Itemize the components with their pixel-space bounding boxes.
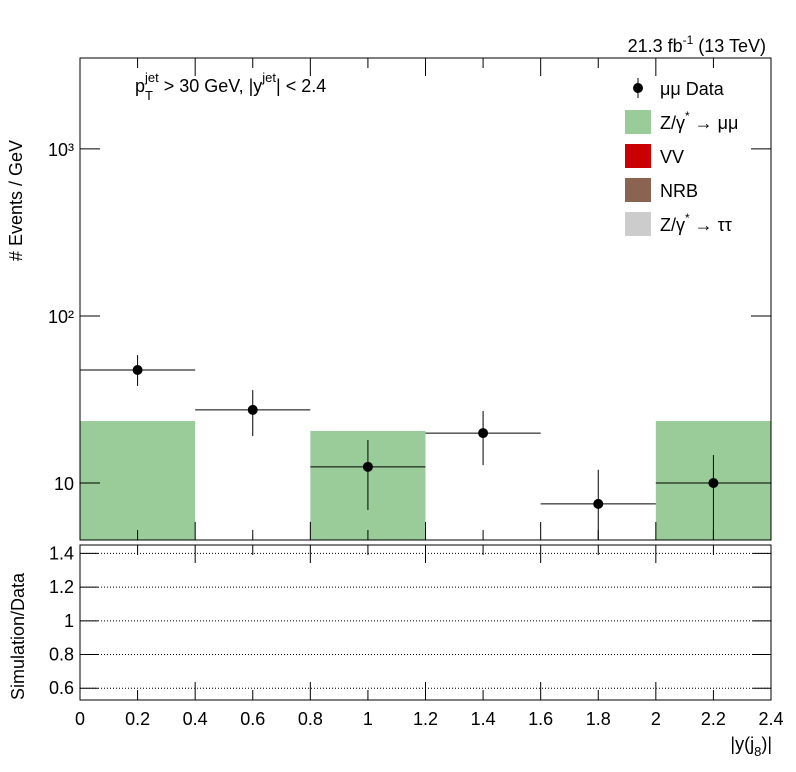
data-point bbox=[478, 428, 489, 439]
legend-label: μμ Data bbox=[660, 79, 725, 99]
legend-text: * bbox=[685, 211, 690, 225]
y-tick-label: 1.4 bbox=[49, 543, 74, 563]
legend-text: → ττ bbox=[690, 215, 732, 235]
x-tick-label: 1.4 bbox=[471, 709, 496, 729]
ann-sup: jet bbox=[144, 70, 159, 85]
y-tick-label: 10 bbox=[54, 474, 74, 494]
data-point bbox=[247, 404, 258, 415]
x-tick-label: 0 bbox=[75, 709, 85, 729]
xl-sub: 8 bbox=[754, 744, 761, 759]
y-tick-label: 10² bbox=[48, 307, 74, 327]
data-point bbox=[708, 478, 719, 489]
lumi-text: 21.3 fb bbox=[628, 36, 683, 56]
legend-label: NRB bbox=[660, 181, 698, 201]
x-tick-label: 0.6 bbox=[240, 709, 265, 729]
legend-swatch bbox=[625, 144, 651, 168]
x-tick-label: 0.8 bbox=[298, 709, 323, 729]
ann: | < 2.4 bbox=[276, 76, 326, 96]
ann-sup: jet bbox=[261, 70, 276, 85]
x-tick-label: 1.6 bbox=[528, 709, 553, 729]
legend-text: Z/γ bbox=[660, 113, 685, 133]
legend-text: VV bbox=[660, 147, 684, 167]
annotation: pTjet > 30 GeV, |yjet| < 2.4 bbox=[135, 70, 326, 103]
x-label: |y(j8)| bbox=[730, 734, 772, 759]
x-tick-label: 1.2 bbox=[413, 709, 438, 729]
x-tick-label: 1.8 bbox=[586, 709, 611, 729]
data-point bbox=[132, 364, 143, 375]
x-tick-label: 0.2 bbox=[125, 709, 150, 729]
ratio-y-label: Simulation/Data bbox=[8, 572, 28, 700]
x-tick-label: 2.2 bbox=[701, 709, 726, 729]
lumi: 21.3 fb-1 (13 TeV) bbox=[628, 33, 766, 56]
y-tick-label: 0.6 bbox=[49, 678, 74, 698]
legend-text: Z/γ bbox=[660, 215, 685, 235]
y-label: # Events / GeV bbox=[6, 140, 26, 261]
hist-bar bbox=[80, 421, 196, 540]
y-tick-label: 1.2 bbox=[49, 577, 74, 597]
legend-label: Z/γ* → ττ bbox=[660, 211, 732, 235]
legend-text: NRB bbox=[660, 181, 698, 201]
x-tick-label: 0.4 bbox=[183, 709, 208, 729]
legend-swatch bbox=[625, 212, 651, 236]
xl: |y(j bbox=[730, 734, 754, 754]
y-tick-label: 10³ bbox=[48, 140, 74, 160]
xl: )| bbox=[761, 734, 772, 754]
lumi-sup: -1 bbox=[683, 33, 694, 47]
ann: p bbox=[135, 76, 145, 96]
legend-marker bbox=[633, 83, 643, 93]
legend-label: VV bbox=[660, 147, 684, 167]
lumi-text: (13 TeV) bbox=[693, 36, 766, 56]
data-point bbox=[593, 498, 604, 509]
legend-text: * bbox=[685, 109, 690, 123]
legend-label: Z/γ* → μμ bbox=[660, 109, 738, 133]
y-tick-label: 0.8 bbox=[49, 645, 74, 665]
x-tick-label: 2 bbox=[651, 709, 661, 729]
legend-swatch bbox=[625, 110, 651, 134]
legend-text: → μμ bbox=[690, 113, 739, 133]
x-tick-label: 1 bbox=[363, 709, 373, 729]
legend-swatch bbox=[625, 178, 651, 202]
ann-sub: T bbox=[145, 88, 153, 103]
data-point bbox=[362, 461, 373, 472]
y-tick-label: 1 bbox=[64, 611, 74, 631]
x-tick-label: 2.4 bbox=[758, 709, 783, 729]
ann: > 30 GeV, |y bbox=[159, 76, 263, 96]
